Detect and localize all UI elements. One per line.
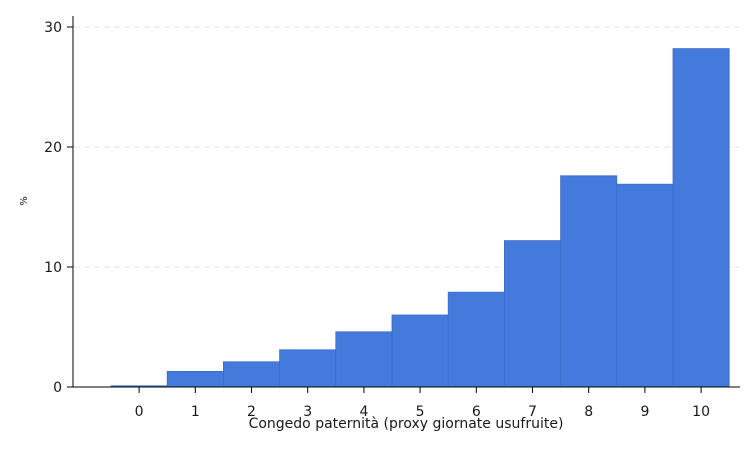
- x-axis-ticks: 0 1 2 3 4 5 6 7 8 9 10: [135, 387, 710, 420]
- y-tick-label: 0: [53, 380, 62, 396]
- y-tick-label: 30: [44, 20, 62, 36]
- x-tick-label: 3: [303, 404, 312, 420]
- bar-8: [560, 175, 618, 388]
- bar-2: [222, 361, 280, 388]
- x-tick-label: 8: [584, 404, 593, 420]
- x-tick-label: 4: [359, 404, 368, 420]
- bar-1: [166, 370, 224, 388]
- y-axis-title: %: [19, 196, 30, 206]
- y-axis-ticks: 0 10 20 30: [44, 20, 73, 396]
- x-tick-label: 5: [416, 404, 425, 420]
- y-tick-label: 20: [44, 140, 62, 156]
- bar-9: [616, 183, 674, 388]
- x-tick-label: 1: [191, 404, 200, 420]
- bar-6: [447, 291, 505, 388]
- x-tick-label: 9: [640, 404, 649, 420]
- x-tick-label: 2: [247, 404, 256, 420]
- x-tick-label: 7: [528, 404, 537, 420]
- bar-4: [335, 331, 393, 388]
- x-tick-label: 6: [472, 404, 481, 420]
- y-tick-label: 10: [44, 260, 62, 276]
- x-tick-label: 0: [135, 404, 144, 420]
- bar-7: [503, 240, 561, 388]
- bar-3: [279, 349, 337, 388]
- bars: [110, 48, 730, 388]
- bar-10: [672, 48, 730, 388]
- x-axis-title: Congedo paternità (proxy giornate usufru…: [249, 416, 564, 432]
- bar-5: [391, 314, 449, 388]
- x-tick-label: 10: [692, 404, 710, 420]
